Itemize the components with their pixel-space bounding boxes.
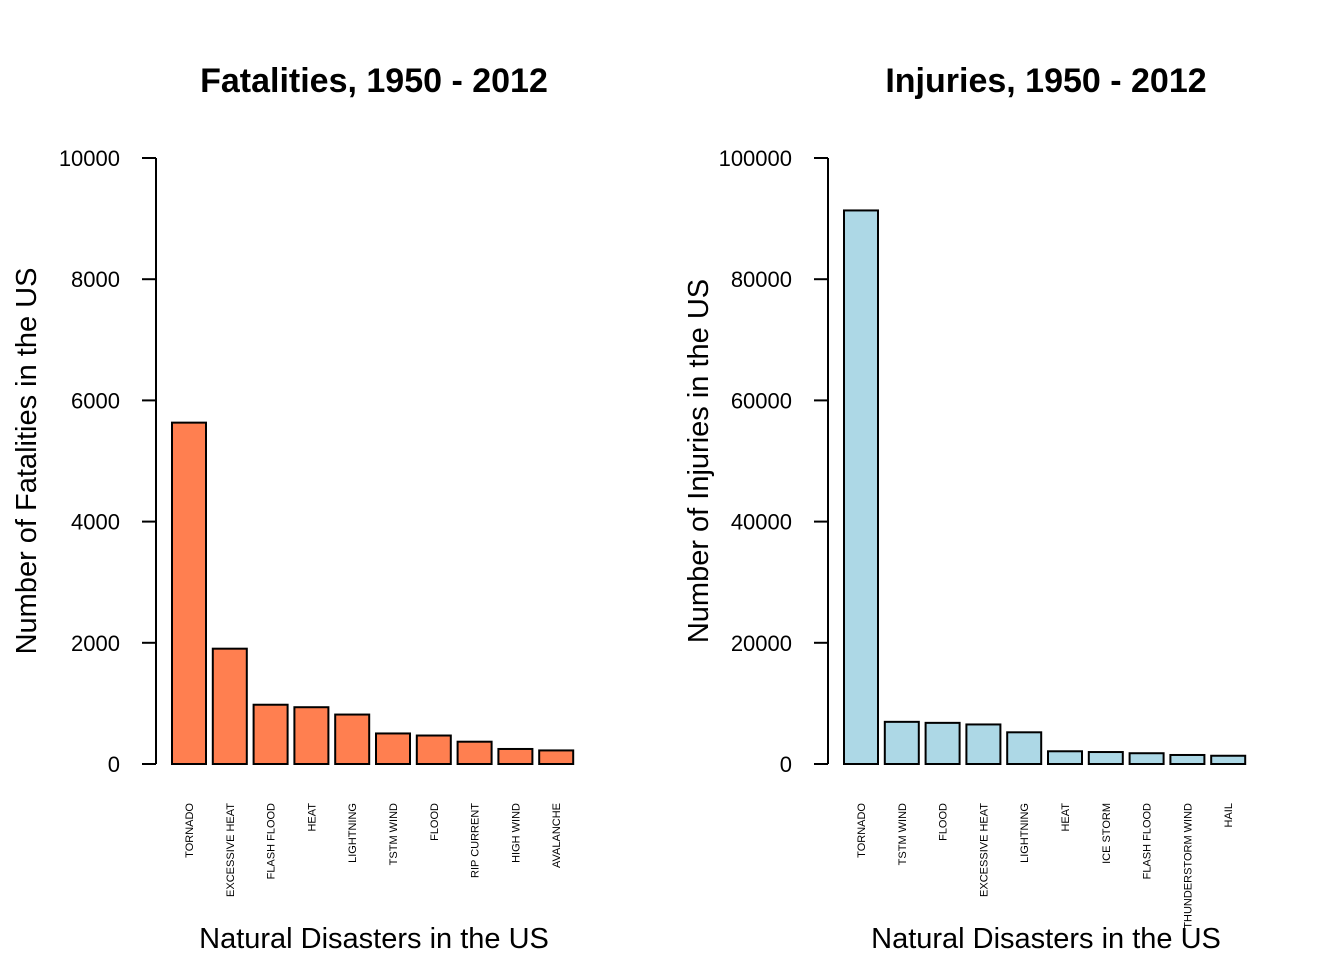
y-tick-label: 10000 xyxy=(59,146,120,171)
x-axis-label: Natural Disasters in the US xyxy=(199,923,549,955)
injuries-chart: Injuries, 1950 - 2012 0 20000 40000 60000 800… xyxy=(683,62,1247,955)
x-tick-label: RIP CURRENT xyxy=(470,803,482,878)
bar xyxy=(497,747,534,765)
y-tick-label: 0 xyxy=(780,752,792,777)
bar xyxy=(924,721,961,765)
x-tick-label: FLASH FLOOD xyxy=(266,803,278,879)
x-tick-label: EXCESSIVE HEAT xyxy=(978,803,990,897)
bar xyxy=(1087,751,1124,765)
y-tick-label: 6000 xyxy=(71,388,120,413)
y-tick-label: 2000 xyxy=(71,631,120,656)
bar xyxy=(211,647,248,766)
y-tick-label: 40000 xyxy=(731,510,792,535)
bar xyxy=(415,734,452,766)
x-tick-label: AVALANCHE xyxy=(551,803,563,868)
x-axis-label: Natural Disasters in the US xyxy=(871,923,1221,955)
chart-title: Fatalities, 1950 - 2012 xyxy=(200,62,548,100)
x-tick-label: ICE STORM xyxy=(1101,803,1113,864)
bar xyxy=(1006,731,1043,766)
bar xyxy=(1128,752,1165,766)
bar xyxy=(843,209,879,765)
x-tick-label: LIGHTNING xyxy=(1019,803,1031,863)
y-tick-label: 100000 xyxy=(719,146,792,171)
x-tick-label: FLOOD xyxy=(429,803,441,841)
x-tick-label: FLASH FLOOD xyxy=(1142,803,1154,879)
x-tick-label: LIGHTNING xyxy=(347,803,359,863)
y-tick-label: 4000 xyxy=(71,510,120,535)
bar xyxy=(375,732,411,765)
x-tick-label: EXCESSIVE HEAT xyxy=(225,803,237,897)
x-tick-label: HAIL xyxy=(1223,803,1235,827)
chart-title: Injuries, 1950 - 2012 xyxy=(885,62,1206,100)
bar xyxy=(171,421,207,765)
bar xyxy=(252,703,289,766)
bar xyxy=(334,713,371,766)
x-tick-label: THUNDERSTORM WIND xyxy=(1182,803,1194,929)
x-tick-label: TORNADO xyxy=(856,803,868,858)
bar xyxy=(456,740,493,766)
bar xyxy=(883,720,920,765)
fatalities-chart: Fatalities, 1950 - 2012 0 2000 4000 6000 8000… xyxy=(11,62,575,955)
bar xyxy=(293,706,330,765)
x-tick-label: TSTM WIND xyxy=(897,803,909,865)
x-tick-label: HEAT xyxy=(1060,803,1072,832)
y-tick-label: 0 xyxy=(108,752,120,777)
y-axis-label: Number of Injuries in the US xyxy=(683,279,715,643)
bar xyxy=(538,749,575,765)
x-tick-label: TORNADO xyxy=(184,803,196,858)
bar xyxy=(1169,753,1206,766)
x-tick-label: HIGH WIND xyxy=(510,803,522,863)
y-tick-label: 8000 xyxy=(71,267,120,292)
y-axis-label: Number of Fatalities in the US xyxy=(11,268,43,655)
y-tick-label: 20000 xyxy=(731,631,792,656)
y-tick-label: 60000 xyxy=(731,388,792,413)
bar xyxy=(1210,754,1247,765)
bar xyxy=(1047,750,1083,765)
bar xyxy=(965,723,1002,765)
x-tick-label: FLOOD xyxy=(938,803,950,841)
y-tick-label: 80000 xyxy=(731,267,792,292)
x-tick-label: HEAT xyxy=(306,803,318,832)
x-tick-label: TSTM WIND xyxy=(388,803,400,865)
